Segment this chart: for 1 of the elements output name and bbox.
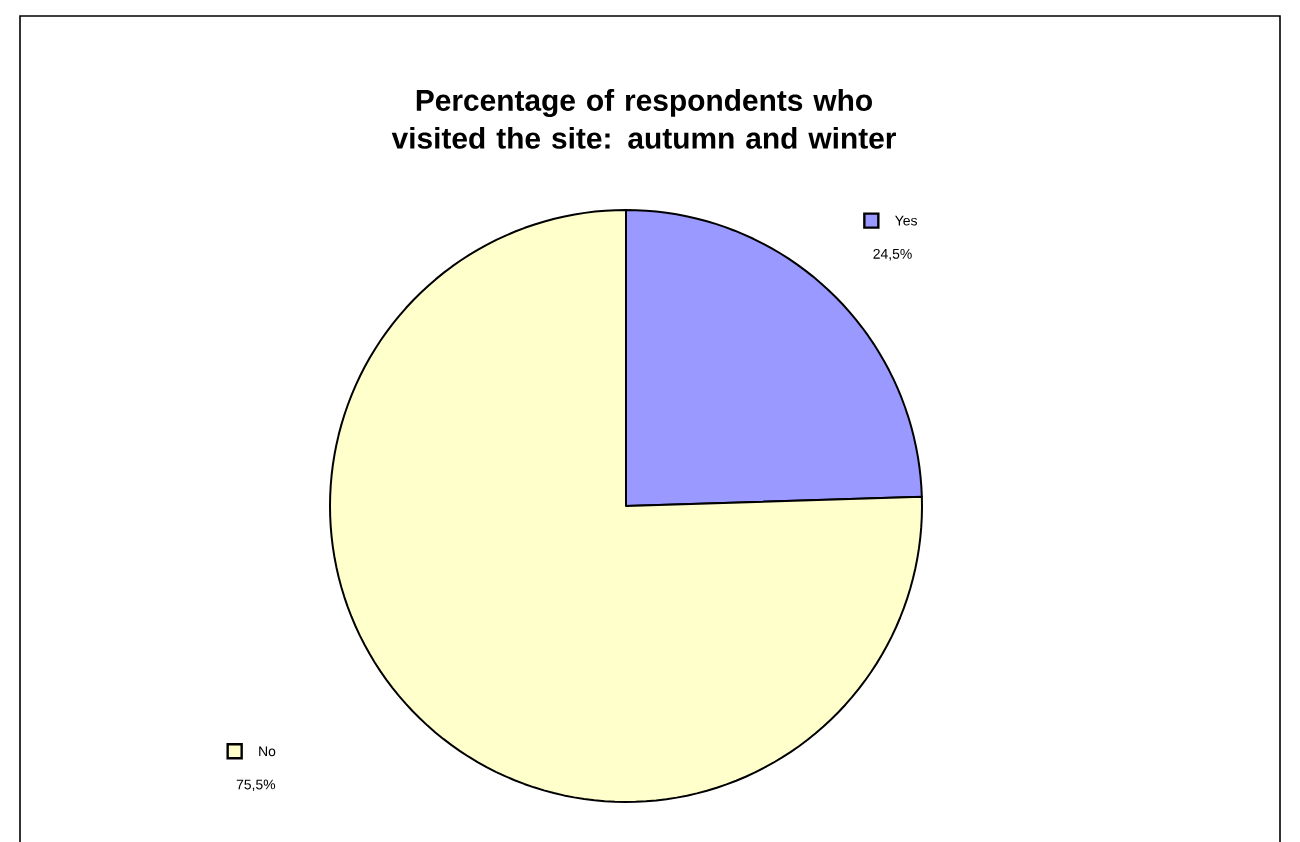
chart-title: Percentage of respondents who visited the site: autumn and winter (391, 89, 896, 149)
